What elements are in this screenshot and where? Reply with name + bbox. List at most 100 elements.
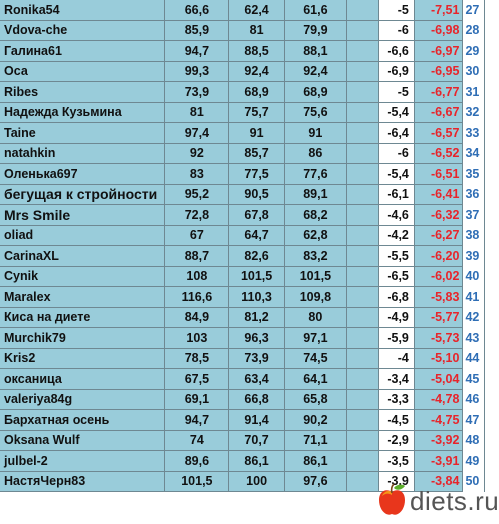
difference-cell: -3,3 <box>378 389 415 410</box>
value-cell: 97,6 <box>284 471 347 492</box>
difference-cell: -6 <box>378 20 415 41</box>
percent-change-cell: -3,84 <box>414 471 464 492</box>
empty-cell <box>346 40 380 62</box>
difference-cell: -4 <box>378 348 415 369</box>
value-cell: 84,9 <box>164 307 230 328</box>
value-cell: 101,5 <box>164 471 230 492</box>
value-cell: 80 <box>284 307 347 328</box>
value-cell: 90,2 <box>284 409 347 431</box>
value-cell: 67,5 <box>164 368 230 390</box>
value-cell: 66,8 <box>228 389 285 410</box>
difference-cell: -6,9 <box>378 61 415 82</box>
participant-name: оксаница <box>0 368 166 390</box>
value-cell: 71,1 <box>284 430 347 451</box>
participant-name: НастяЧерн83 <box>0 471 166 492</box>
percent-change-cell: -6,02 <box>414 266 464 287</box>
apple-icon <box>379 483 405 515</box>
spacer-cell <box>484 348 499 369</box>
value-cell: 73,9 <box>164 81 230 103</box>
spacer-cell <box>484 204 499 225</box>
empty-cell <box>346 245 380 267</box>
difference-cell: -5,5 <box>378 245 415 267</box>
empty-cell <box>346 389 380 410</box>
table-row: оксаница 67,5 63,4 64,1 -3,4 -5,04 45 <box>0 368 499 390</box>
difference-cell: -6 <box>378 143 415 164</box>
value-cell: 88,1 <box>284 40 347 62</box>
diets-logo[interactable]: diets.ru <box>376 483 499 519</box>
rank-number: 34 <box>462 143 486 164</box>
spacer-cell <box>484 266 499 287</box>
table-row: Kris2 78,5 73,9 74,5 -4 -5,10 44 <box>0 348 499 369</box>
participant-name: julbel-2 <box>0 450 166 472</box>
difference-cell: -5,4 <box>378 163 415 185</box>
value-cell: 78,5 <box>164 348 230 369</box>
results-table: Ronika54 66,6 62,4 61,6 -5 -7,51 27 Vdova-che 85… <box>0 0 499 492</box>
value-cell: 109,8 <box>284 286 347 308</box>
participant-name: oliad <box>0 225 166 246</box>
value-cell: 61,6 <box>284 0 347 21</box>
rank-number: 50 <box>462 471 486 492</box>
spacer-cell <box>484 102 499 123</box>
value-cell: 64,7 <box>228 225 285 246</box>
participant-name: Murchik79 <box>0 327 166 349</box>
value-cell: 92,4 <box>228 61 285 82</box>
value-cell: 83,2 <box>284 245 347 267</box>
empty-cell <box>346 471 380 492</box>
participant-name: natahkin <box>0 143 166 164</box>
empty-cell <box>346 327 380 349</box>
percent-change-cell: -6,97 <box>414 40 464 62</box>
value-cell: 100 <box>228 471 285 492</box>
difference-cell: -6,5 <box>378 266 415 287</box>
empty-cell <box>346 409 380 431</box>
rank-number: 40 <box>462 266 486 287</box>
spacer-cell <box>484 307 499 328</box>
empty-cell <box>346 266 380 287</box>
empty-cell <box>346 61 380 82</box>
value-cell: 69,1 <box>164 389 230 410</box>
table-row: Oksana Wulf 74 70,7 71,1 -2,9 -3,92 48 <box>0 430 499 451</box>
value-cell: 103 <box>164 327 230 349</box>
empty-cell <box>346 184 380 205</box>
empty-cell <box>346 122 380 144</box>
table-row: natahkin 92 85,7 86 -6 -6,52 34 <box>0 143 499 164</box>
table-row: Оленька697 83 77,5 77,6 -5,4 -6,51 35 <box>0 163 499 185</box>
rank-number: 37 <box>462 204 486 225</box>
difference-cell: -3,4 <box>378 368 415 390</box>
difference-cell: -5,4 <box>378 102 415 123</box>
spacer-cell <box>484 163 499 184</box>
value-cell: 81,2 <box>228 307 285 328</box>
spacer-cell <box>484 286 499 307</box>
table-row: valeriya84g 69,1 66,8 65,8 -3,3 -4,78 46 <box>0 389 499 410</box>
value-cell: 90,5 <box>228 184 285 205</box>
rank-number: 47 <box>462 409 486 430</box>
empty-cell <box>346 204 380 226</box>
difference-cell: -4,5 <box>378 409 415 431</box>
table-row: Киса на диете 84,9 81,2 80 -4,9 -5,77 42 <box>0 307 499 328</box>
value-cell: 99,3 <box>164 61 230 82</box>
table-row: Оса 99,3 92,4 92,4 -6,9 -6,95 30 <box>0 61 499 82</box>
percent-change-cell: -6,98 <box>414 20 464 41</box>
spacer-cell <box>484 368 499 389</box>
value-cell: 86,1 <box>228 450 285 472</box>
difference-cell: -5,9 <box>378 327 415 349</box>
difference-cell: -2,9 <box>378 430 415 451</box>
rank-number: 48 <box>462 430 486 451</box>
participant-name: Maralex <box>0 286 166 308</box>
spacer-cell <box>484 61 499 82</box>
difference-cell: -4,2 <box>378 225 415 246</box>
value-cell: 81 <box>164 102 230 123</box>
value-cell: 83 <box>164 163 230 185</box>
empty-cell <box>346 0 380 21</box>
rank-number: 43 <box>462 327 486 348</box>
rank-number: 46 <box>462 389 486 410</box>
value-cell: 65,8 <box>284 389 347 410</box>
difference-cell: -3,5 <box>378 450 415 472</box>
spacer-cell <box>484 430 499 451</box>
value-cell: 91 <box>228 122 285 144</box>
value-cell: 74,5 <box>284 348 347 369</box>
participant-name: Ronika54 <box>0 0 166 21</box>
rank-number: 39 <box>462 245 486 266</box>
difference-cell: -6,1 <box>378 184 415 205</box>
empty-cell <box>346 368 380 390</box>
value-cell: 72,8 <box>164 204 230 226</box>
